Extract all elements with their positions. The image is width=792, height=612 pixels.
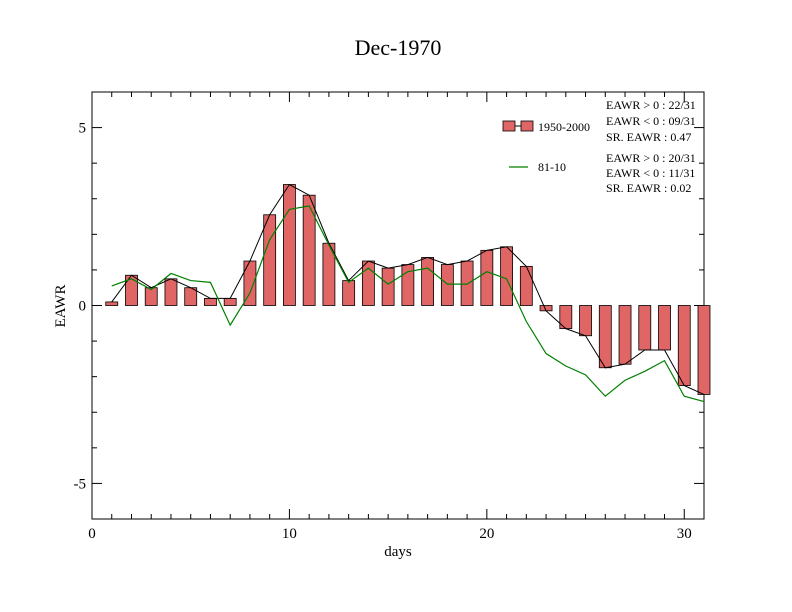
bar-day-19 — [460, 260, 474, 306]
bar-day-1 — [105, 301, 119, 306]
bar-series — [105, 184, 711, 395]
bar-day-15 — [381, 267, 395, 306]
y-tick-label: 5 — [79, 121, 87, 137]
bar-day-3 — [144, 287, 158, 306]
x-tick-label: 0 — [88, 526, 96, 542]
legend-bar-swatch-right — [520, 120, 534, 132]
bar-day-27 — [618, 305, 632, 365]
x-tick-label: 10 — [282, 526, 297, 542]
bar-day-9 — [263, 214, 277, 306]
line-1950-2000 — [111, 183, 705, 395]
y-tick-label: 0 — [79, 299, 87, 315]
bar-day-18 — [440, 264, 454, 306]
bar-day-29 — [658, 305, 671, 351]
line-series — [111, 183, 705, 403]
stat-sr-81-10: SR. EAWR : 0.02 — [606, 181, 691, 195]
stat-sr-1950-2000: SR. EAWR : 0.47 — [606, 130, 691, 144]
bar-day-25 — [579, 305, 592, 337]
y-tick-label: -5 — [74, 476, 87, 492]
bar-day-17 — [421, 257, 435, 306]
bar-day-13 — [342, 280, 356, 306]
bar-day-31 — [697, 305, 711, 395]
legend-bar-swatch-left — [502, 120, 516, 132]
bar-day-28 — [638, 305, 652, 351]
stat-positive-81-10: EAWR > 0 : 20/31 — [606, 151, 696, 165]
bar-day-10 — [283, 184, 296, 306]
x-axis-label: days — [384, 544, 412, 560]
bar-day-7 — [223, 297, 237, 306]
bar-day-21 — [500, 246, 513, 306]
stat-negative-81-10: EAWR < 0 : 11/31 — [606, 166, 695, 180]
legend-label-81-10: 81-10 — [538, 160, 566, 174]
x-tick-label: 30 — [677, 526, 692, 542]
bar-day-22 — [519, 265, 533, 306]
bar-day-30 — [677, 305, 691, 386]
bar-day-26 — [598, 305, 612, 369]
stat-positive-1950-2000: EAWR > 0 : 22/31 — [606, 98, 696, 112]
line-81-10 — [111, 205, 705, 403]
bar-day-11 — [302, 194, 316, 306]
bar-day-6 — [204, 297, 217, 306]
legend-label-1950-2000: 1950-2000 — [538, 120, 590, 134]
stats-block: EAWR > 0 : 22/31 EAWR < 0 : 09/31 SR. EA… — [606, 98, 696, 195]
stat-negative-1950-2000: EAWR < 0 : 09/31 — [606, 114, 696, 128]
axis-ticks: 0 10 20 30 -5 0 5 — [74, 91, 705, 542]
chart-title: Dec-1970 — [355, 35, 442, 60]
x-tick-label: 20 — [479, 526, 494, 542]
y-axis-label: EAWR — [53, 285, 69, 328]
legend: 1950-2000 81-10 — [502, 120, 590, 174]
bar-day-4 — [164, 278, 178, 306]
bar-day-20 — [480, 249, 494, 306]
